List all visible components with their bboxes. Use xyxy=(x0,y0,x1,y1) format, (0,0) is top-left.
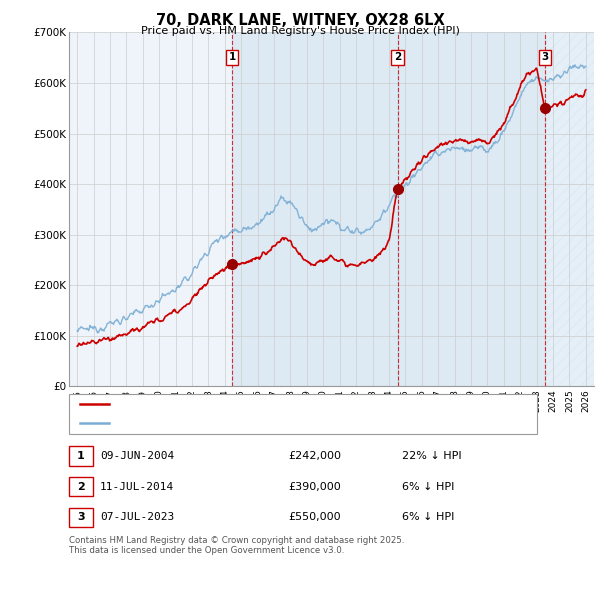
Text: 70, DARK LANE, WITNEY, OX28 6LX: 70, DARK LANE, WITNEY, OX28 6LX xyxy=(155,13,445,28)
Bar xyxy=(398,32,545,386)
Text: £550,000: £550,000 xyxy=(288,513,341,522)
Text: 09-JUN-2004: 09-JUN-2004 xyxy=(100,451,175,461)
Text: HPI: Average price, detached house, West Oxfordshire: HPI: Average price, detached house, West… xyxy=(115,418,397,428)
Text: 6% ↓ HPI: 6% ↓ HPI xyxy=(402,482,454,491)
Text: 2: 2 xyxy=(77,482,85,491)
Text: £390,000: £390,000 xyxy=(288,482,341,491)
Bar xyxy=(232,32,398,386)
Text: 1: 1 xyxy=(77,451,85,461)
Text: 07-JUL-2023: 07-JUL-2023 xyxy=(100,513,175,522)
Text: Contains HM Land Registry data © Crown copyright and database right 2025.
This d: Contains HM Land Registry data © Crown c… xyxy=(69,536,404,555)
Text: 6% ↓ HPI: 6% ↓ HPI xyxy=(402,513,454,522)
Text: 70, DARK LANE, WITNEY, OX28 6LX (detached house): 70, DARK LANE, WITNEY, OX28 6LX (detache… xyxy=(115,399,393,409)
Text: 2: 2 xyxy=(394,53,401,62)
Text: 3: 3 xyxy=(541,53,548,62)
Text: 22% ↓ HPI: 22% ↓ HPI xyxy=(402,451,461,461)
Text: 1: 1 xyxy=(229,53,236,62)
Text: £242,000: £242,000 xyxy=(288,451,341,461)
Text: 3: 3 xyxy=(77,513,85,522)
Text: Price paid vs. HM Land Registry's House Price Index (HPI): Price paid vs. HM Land Registry's House … xyxy=(140,26,460,36)
Text: 11-JUL-2014: 11-JUL-2014 xyxy=(100,482,175,491)
Bar xyxy=(545,32,594,386)
